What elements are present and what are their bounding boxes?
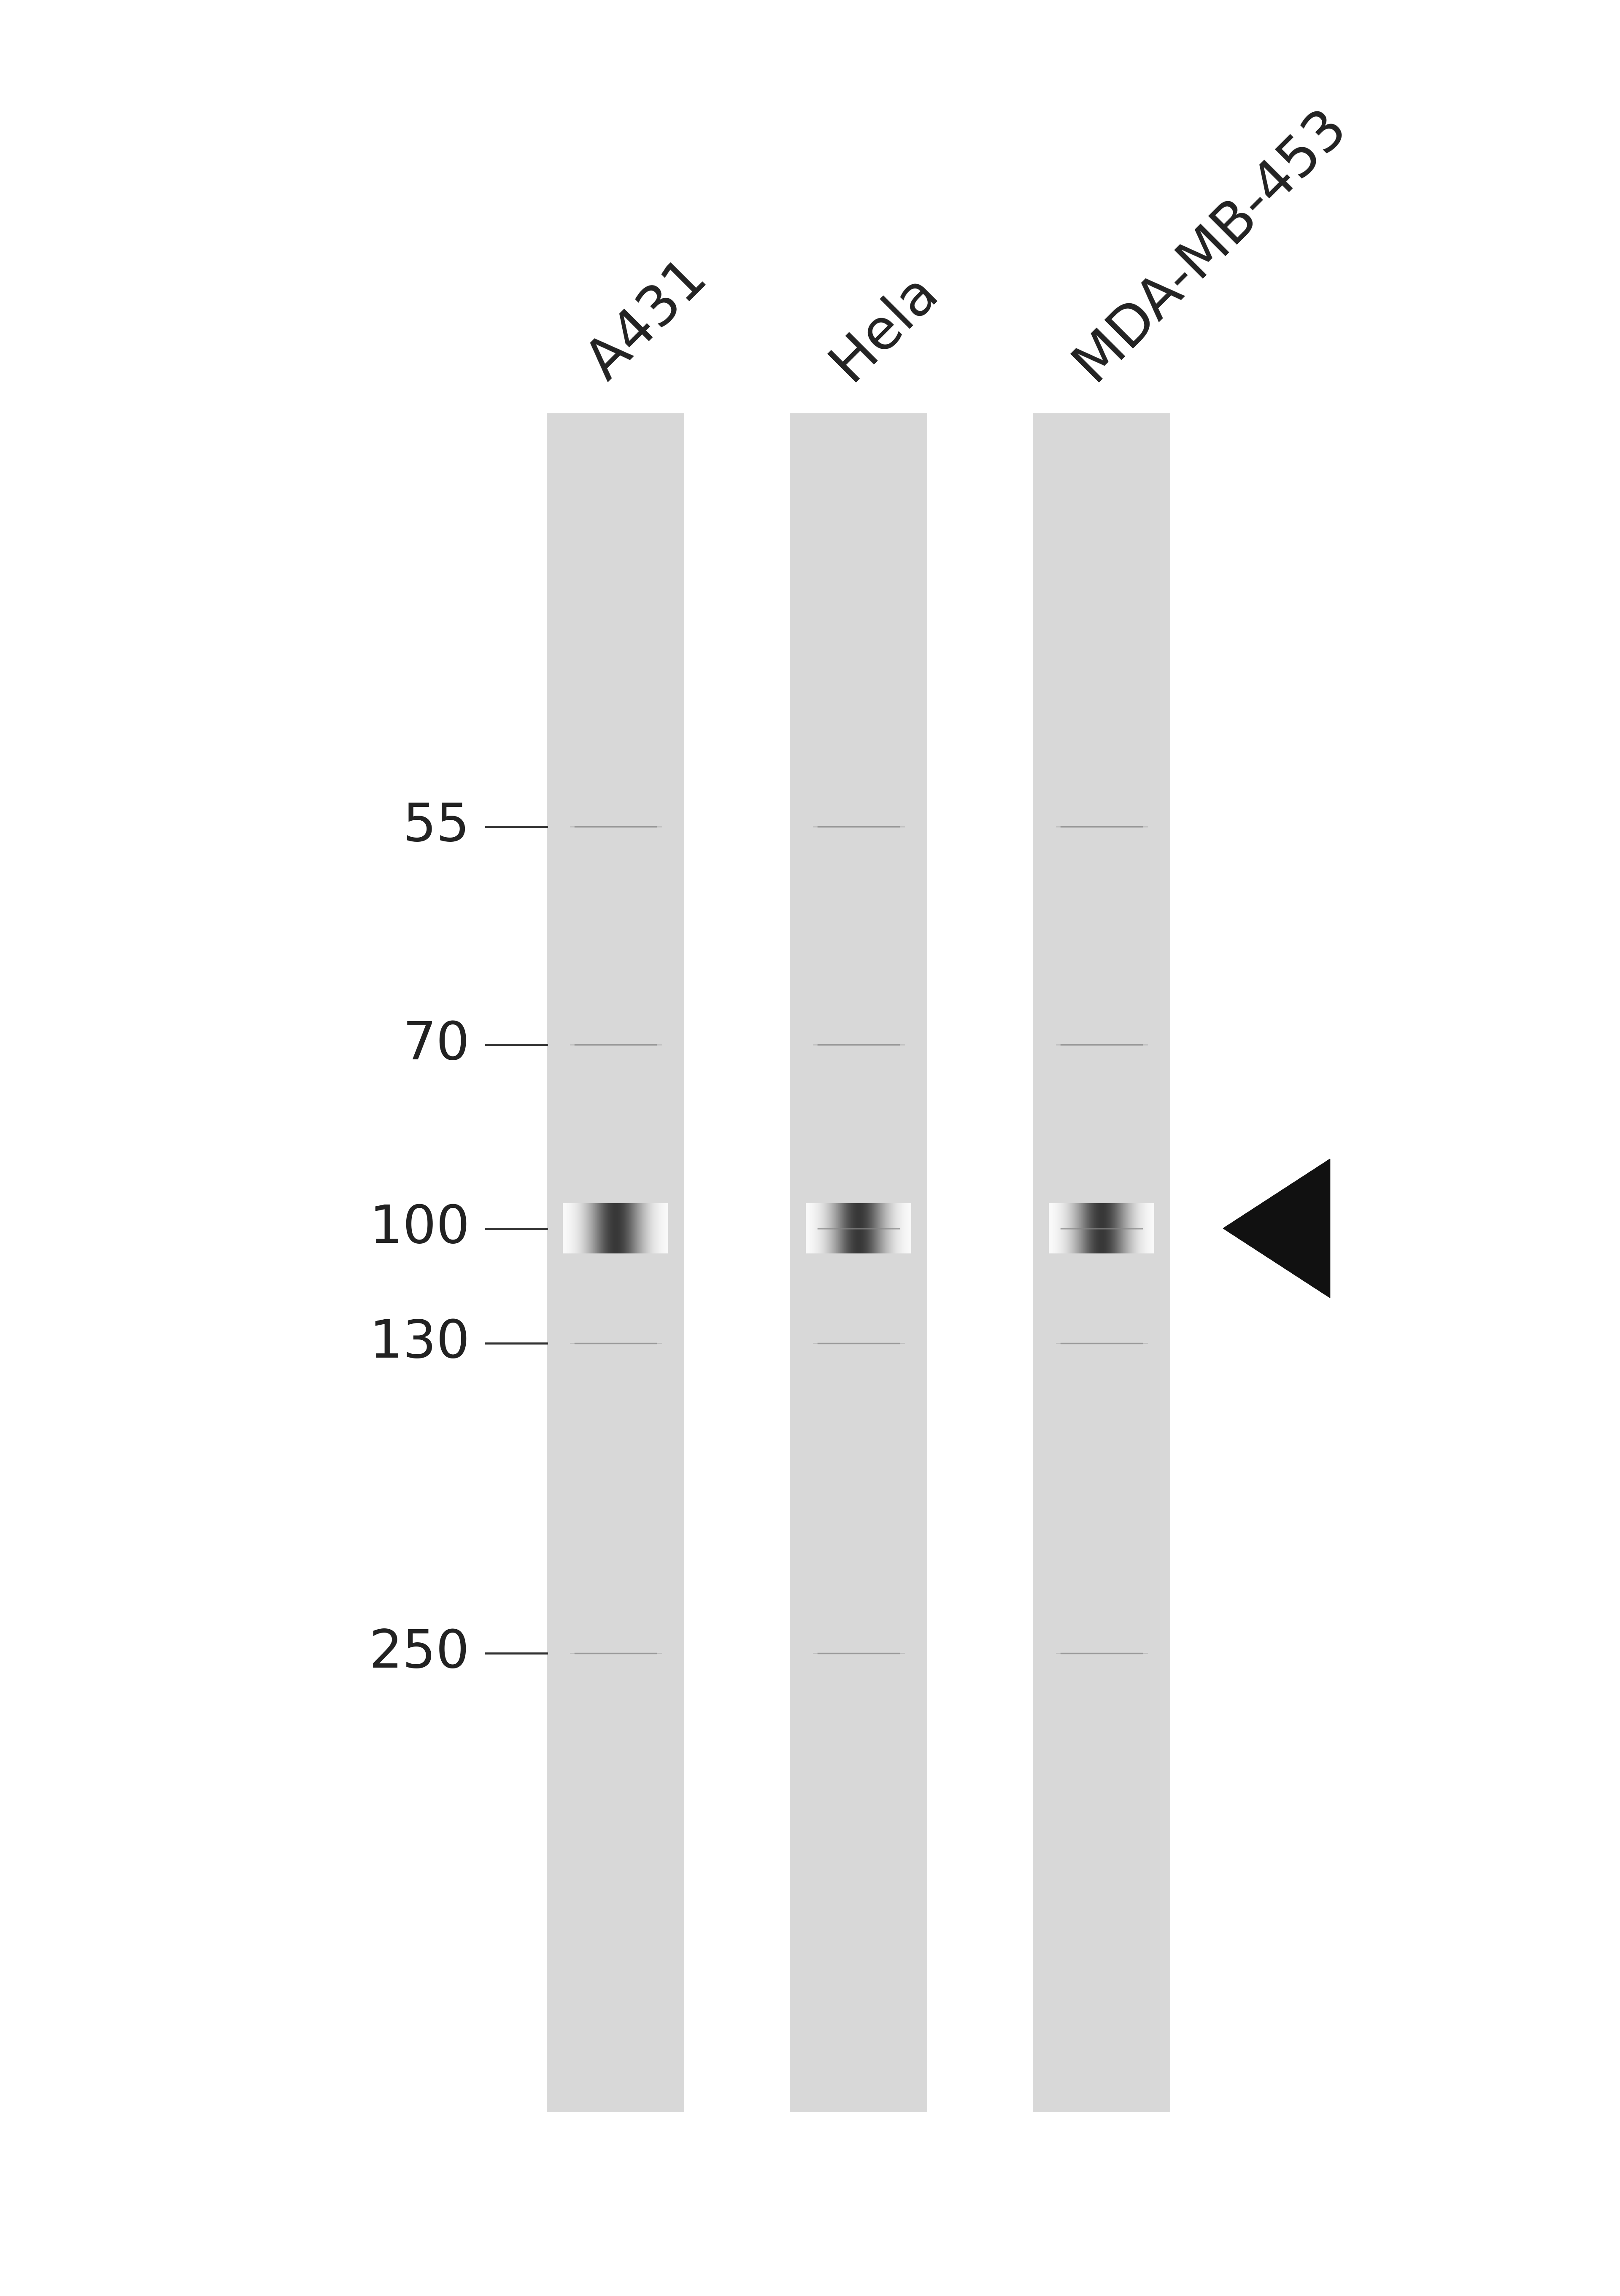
Text: 100: 100	[369, 1203, 470, 1254]
Text: 55: 55	[403, 801, 470, 852]
Text: 70: 70	[403, 1019, 470, 1070]
Text: A431: A431	[578, 250, 718, 390]
FancyBboxPatch shape	[791, 413, 927, 2112]
Text: Hela: Hela	[821, 264, 948, 390]
FancyBboxPatch shape	[548, 413, 685, 2112]
Polygon shape	[1223, 1159, 1330, 1297]
Text: 250: 250	[369, 1628, 470, 1678]
Text: 130: 130	[369, 1318, 470, 1368]
Text: MDA-MB-453: MDA-MB-453	[1064, 99, 1356, 390]
FancyBboxPatch shape	[1034, 413, 1170, 2112]
